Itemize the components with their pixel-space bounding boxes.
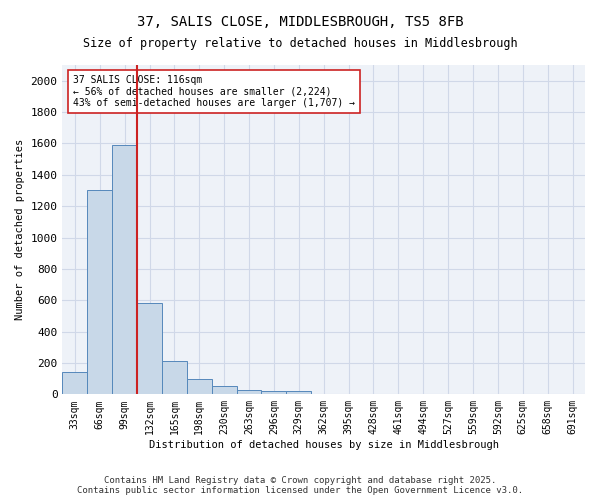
Text: Size of property relative to detached houses in Middlesbrough: Size of property relative to detached ho… xyxy=(83,38,517,51)
Text: 37, SALIS CLOSE, MIDDLESBROUGH, TS5 8FB: 37, SALIS CLOSE, MIDDLESBROUGH, TS5 8FB xyxy=(137,15,463,29)
X-axis label: Distribution of detached houses by size in Middlesbrough: Distribution of detached houses by size … xyxy=(149,440,499,450)
Bar xyxy=(137,304,162,394)
Bar xyxy=(187,378,212,394)
Bar xyxy=(236,390,262,394)
Bar xyxy=(112,145,137,394)
Text: Contains HM Land Registry data © Crown copyright and database right 2025.
Contai: Contains HM Land Registry data © Crown c… xyxy=(77,476,523,495)
Bar xyxy=(88,190,112,394)
Bar xyxy=(162,360,187,394)
Text: 37 SALIS CLOSE: 116sqm
← 56% of detached houses are smaller (2,224)
43% of semi-: 37 SALIS CLOSE: 116sqm ← 56% of detached… xyxy=(73,75,355,108)
Bar xyxy=(286,391,311,394)
Bar xyxy=(262,391,286,394)
Y-axis label: Number of detached properties: Number of detached properties xyxy=(15,139,25,320)
Bar xyxy=(212,386,236,394)
Bar xyxy=(62,372,88,394)
